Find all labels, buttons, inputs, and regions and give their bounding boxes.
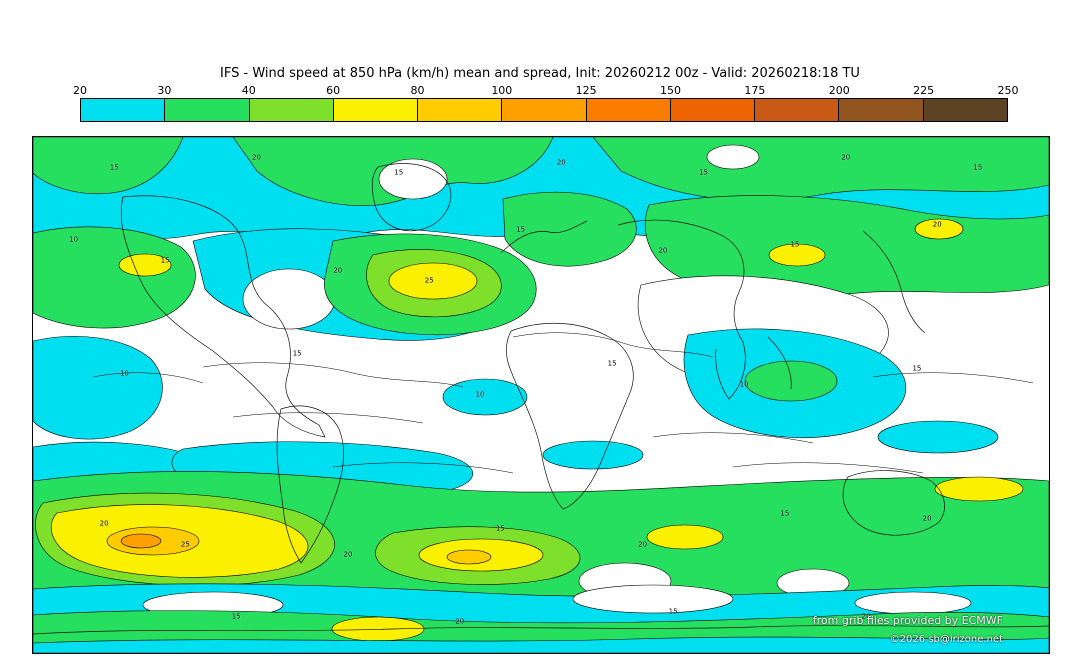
colorbar-segment	[922, 99, 1007, 121]
chart-title: IFS - Wind speed at 850 hPa (km/h) mean …	[220, 66, 860, 81]
colorbar-tick-label: 200	[828, 84, 850, 97]
colorbar-segment	[838, 99, 923, 121]
colorbar-tick-label: 225	[913, 84, 935, 97]
attribution-ecmwf: from grib files provided by ECMWF	[812, 614, 1003, 627]
colorbar: 20 30 40 60 80 100 125 150 175 200 225 250	[73, 84, 1019, 122]
colorbar-ticks: 20 30 40 60 80 100 125 150 175 200 225 250	[73, 84, 1019, 98]
filled-contours	[33, 137, 1049, 653]
colorbar-segment	[501, 99, 586, 121]
wind-field-map-graphic	[33, 137, 1049, 653]
attribution-copyright: ©2026 sb@irizone.net	[889, 634, 1003, 645]
colorbar-tick-label: 80	[410, 84, 425, 97]
colorbar-segment	[669, 99, 755, 121]
coastlines	[33, 163, 1049, 635]
colorbar-tick-label: 60	[326, 84, 341, 97]
colorbar-segments	[80, 98, 1008, 122]
colorbar-tick-label: 100	[491, 84, 513, 97]
colorbar-tick-label: 20	[73, 84, 87, 97]
colorbar-segment	[248, 99, 333, 121]
colorbar-tick-label: 40	[241, 84, 256, 97]
colorbar-segment	[332, 99, 418, 121]
colorbar-tick-label: 30	[157, 84, 172, 97]
wind-map: 15 20 15 20 15 20 15 10 15 20 25 15 20 15 20 10 15 10 15 10…	[32, 136, 1050, 654]
colorbar-tick-label: 175	[744, 84, 766, 97]
colorbar-tick-label: 250	[997, 84, 1019, 97]
colorbar-segment	[754, 99, 839, 121]
colorbar-segment	[417, 99, 502, 121]
colorbar-segment	[81, 99, 165, 121]
colorbar-tick-label: 150	[660, 84, 682, 97]
colorbar-segment	[585, 99, 670, 121]
spread-contour-lines	[92, 332, 1034, 474]
colorbar-tick-label: 125	[575, 84, 597, 97]
colorbar-segment	[164, 99, 249, 121]
